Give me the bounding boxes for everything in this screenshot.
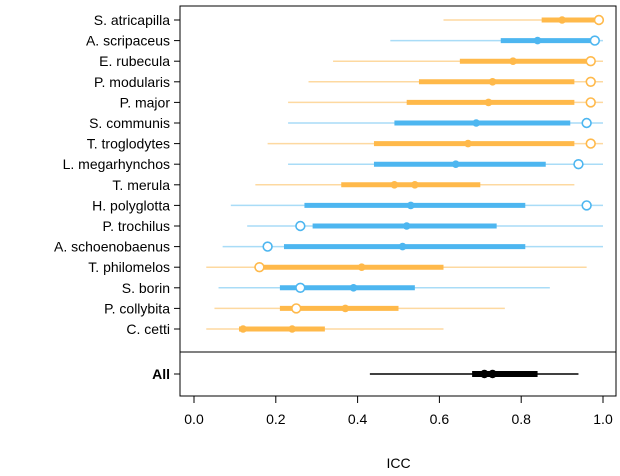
- overall-label: All: [152, 366, 170, 382]
- species-label: P. collybita: [104, 300, 170, 316]
- species-label: C. cetti: [126, 321, 170, 337]
- open-point: [585, 97, 596, 108]
- species-row-marks: [206, 262, 587, 273]
- open-point: [585, 138, 596, 149]
- open-point: [254, 262, 265, 273]
- x-tick-label: 0.2: [266, 411, 286, 427]
- species-row-marks: [247, 220, 603, 232]
- species-row-marks: [255, 181, 575, 189]
- species-label: S. communis: [89, 115, 170, 131]
- median-point: [402, 222, 411, 230]
- species-label: H. polyglotta: [92, 197, 170, 213]
- open-point: [585, 55, 596, 67]
- species-row-marks: [267, 138, 603, 149]
- open-point: [581, 117, 592, 129]
- species-label: E. rubecula: [99, 53, 170, 69]
- open-point: [291, 303, 302, 314]
- overall-row-marks: [369, 369, 579, 379]
- median-point: [411, 181, 419, 189]
- median-point: [484, 98, 493, 107]
- species-label: S. borin: [122, 280, 170, 296]
- estimate-point: [390, 181, 399, 189]
- x-tick-label: 0.0: [184, 411, 204, 427]
- median-point: [558, 16, 566, 24]
- species-panel-frame: [179, 5, 617, 353]
- median-point: [357, 263, 366, 272]
- x-axis: 0.0 0.2 0.4 0.6 0.8 1.0: [174, 19, 613, 427]
- median-point: [406, 201, 415, 210]
- species-row-marks: [222, 241, 603, 252]
- species-labels: S. atricapilla A. scripaceus E. rubecula P.…: [54, 12, 170, 382]
- open-point: [581, 200, 592, 211]
- open-point: [589, 35, 601, 46]
- species-label: P. major: [120, 94, 171, 110]
- species-label: P. modularis: [94, 74, 170, 90]
- plot-panels: [179, 5, 617, 397]
- species-row-marks: [218, 282, 550, 293]
- median-point: [341, 304, 350, 313]
- x-tick-label: 0.8: [511, 411, 531, 427]
- open-point: [573, 159, 584, 170]
- species-row-marks: [308, 76, 603, 88]
- median-point: [288, 325, 296, 333]
- species-label: A. scripaceus: [86, 33, 170, 49]
- median-point: [349, 284, 358, 292]
- species-label: T. merula: [112, 177, 170, 193]
- species-row-marks: [230, 200, 603, 211]
- species-row-marks: [288, 117, 603, 129]
- species-label: T. philomelos: [88, 259, 170, 275]
- median-point: [488, 78, 497, 86]
- median-point: [509, 57, 517, 65]
- median-point: [472, 119, 481, 127]
- median-point: [533, 36, 542, 45]
- species-label: S. atricapilla: [94, 12, 170, 28]
- species-row-marks: [206, 325, 444, 333]
- species-label: T. troglodytes: [87, 136, 170, 152]
- open-point: [262, 241, 273, 252]
- species-row-marks: [214, 303, 505, 314]
- species-row-marks: [288, 159, 603, 170]
- open-point: [585, 76, 596, 88]
- median-point: [451, 160, 460, 168]
- open-point: [295, 282, 306, 293]
- median-point: [398, 242, 407, 251]
- x-tick-label: 0.6: [430, 411, 450, 427]
- species-label: P. trochilus: [103, 218, 170, 234]
- species-label: L. megarhynchos: [63, 156, 170, 172]
- median-point: [464, 139, 472, 148]
- x-axis-title: ICC: [386, 455, 410, 471]
- open-point: [295, 220, 306, 232]
- overall-median-point: [488, 369, 497, 379]
- overall-point: [480, 369, 489, 379]
- species-label: A. schoenobaenus: [54, 239, 170, 255]
- species-row-marks: [333, 55, 603, 67]
- species-row-marks: [390, 35, 603, 46]
- x-tick-label: 1.0: [593, 411, 613, 427]
- open-point: [593, 14, 605, 26]
- x-tick-label: 0.4: [348, 411, 368, 427]
- species-row-marks: [288, 97, 603, 108]
- chart-marks: [206, 14, 605, 379]
- estimate-point: [239, 325, 247, 333]
- species-row-marks: [443, 14, 605, 26]
